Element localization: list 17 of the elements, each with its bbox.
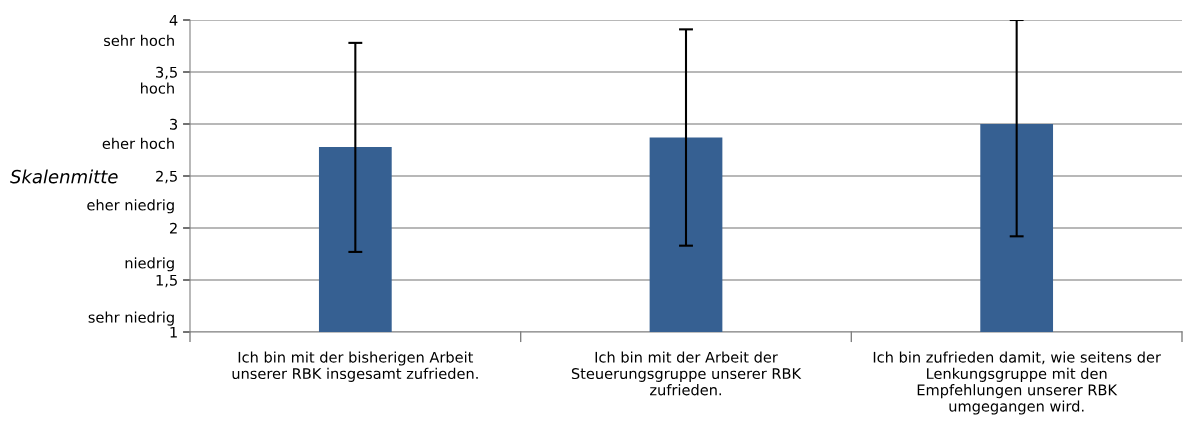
x-tick-label: Ich bin mit der Arbeit der Steuerungsgruppe unserer RBK zufrieden. (571, 351, 802, 396)
text: niedrig (125, 257, 174, 272)
y-tick-label: 4 (169, 14, 178, 26)
text: sehr hoch (104, 34, 174, 47)
text: eher niedrig (87, 199, 174, 214)
text: eher hoch (102, 137, 174, 150)
text: sehr niedrig (88, 311, 174, 326)
x-tick-label: Ich bin mit der bisherigen Arbeit unserer RBK insgesamt zufrieden. (232, 351, 478, 382)
y-tick-label: 1 (170, 326, 177, 338)
y-tick-label: 2,5 (156, 170, 177, 184)
text: Skalenmitte (10, 169, 118, 184)
x-tick-label: Ich bin zufrieden damit, wie seitens der Lenkungsgruppe mit den Empfehlungen unserer RBK umgegangen wird. (873, 351, 1161, 415)
y-tick-label: 1,5 (156, 274, 177, 288)
y-tick-label: 3,5 (156, 66, 177, 80)
text: hoch (141, 82, 174, 94)
y-tick-label: 2 (169, 222, 177, 234)
y-tick-label: 3 (170, 118, 178, 130)
